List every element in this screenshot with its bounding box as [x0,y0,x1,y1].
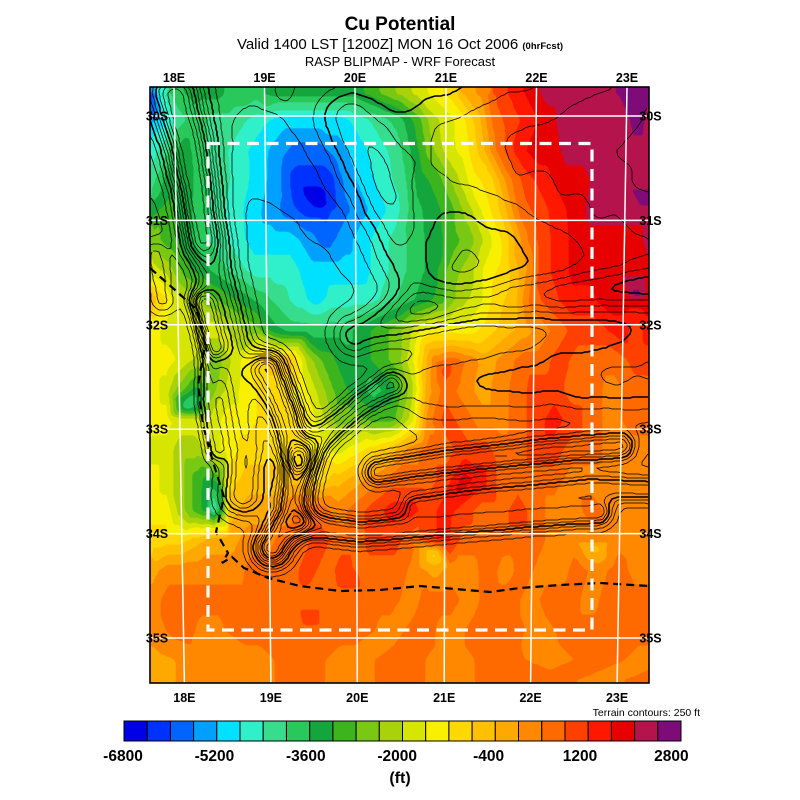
svg-text:33S: 33S [639,423,661,437]
svg-text:35S: 35S [639,632,661,646]
svg-text:21E: 21E [435,71,457,85]
svg-text:34S: 34S [146,527,168,541]
svg-text:-400: -400 [473,748,504,765]
svg-text:23E: 23E [616,71,638,85]
svg-text:21E: 21E [433,691,455,705]
svg-text:-2000: -2000 [377,748,417,765]
svg-text:30S: 30S [639,110,661,124]
svg-text:34S: 34S [639,527,661,541]
svg-text:18E: 18E [163,71,185,85]
svg-text:20E: 20E [346,691,368,705]
svg-text:18E: 18E [173,691,195,705]
svg-text:Cu Potential: Cu Potential [345,14,456,35]
svg-text:2800: 2800 [654,748,688,765]
svg-text:Terrain contours: 250 ft: Terrain contours: 250 ft [593,707,700,719]
svg-text:20E: 20E [344,71,366,85]
svg-text:Valid 1400 LST [1200Z] MON 16: Valid 1400 LST [1200Z] MON 16 Oct 2006 (… [237,36,563,53]
svg-text:35S: 35S [146,632,168,646]
svg-text:31S: 31S [146,214,168,228]
svg-text:30S: 30S [146,110,168,124]
svg-text:RASP BLIPMAP - WRF Forecast: RASP BLIPMAP - WRF Forecast [305,54,496,69]
svg-text:22E: 22E [525,71,547,85]
svg-text:-3600: -3600 [286,748,326,765]
svg-text:-6800: -6800 [103,748,143,765]
svg-text:22E: 22E [519,691,541,705]
svg-text:1200: 1200 [563,748,597,765]
svg-text:-5200: -5200 [195,748,235,765]
svg-text:33S: 33S [146,423,168,437]
svg-text:32S: 32S [146,318,168,332]
svg-text:19E: 19E [260,691,282,705]
svg-text:32S: 32S [639,318,661,332]
svg-text:19E: 19E [253,71,275,85]
svg-text:23E: 23E [606,691,628,705]
svg-text:(ft): (ft) [389,770,410,787]
svg-text:31S: 31S [639,214,661,228]
